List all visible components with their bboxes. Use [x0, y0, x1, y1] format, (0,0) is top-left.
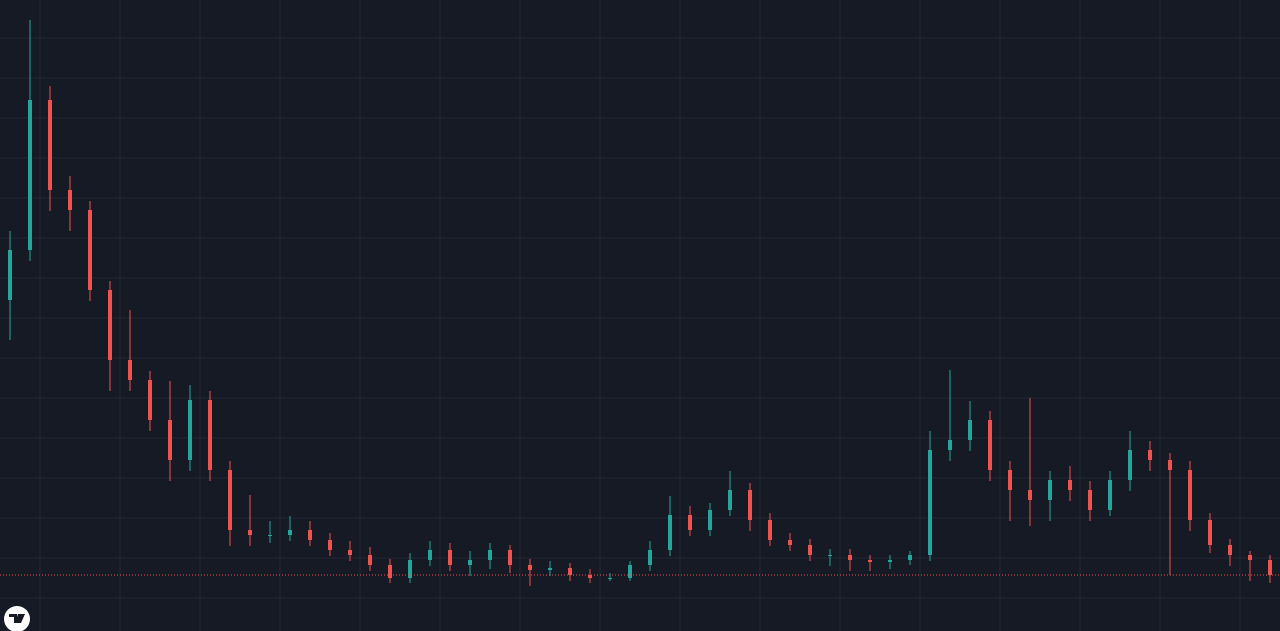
candle-body [328, 540, 332, 550]
candle-body [88, 210, 92, 290]
candle-body [988, 420, 992, 470]
candle-body [148, 380, 152, 420]
candle-body [28, 100, 32, 250]
candle-body [1008, 470, 1012, 490]
candle-body [428, 550, 432, 560]
candle-body [748, 490, 752, 520]
candle-body [448, 550, 452, 565]
candle-body [8, 250, 12, 300]
candle-body [548, 568, 552, 570]
candle-body [128, 360, 132, 380]
candle-body [608, 578, 612, 579]
candle-body [968, 420, 972, 440]
candle-body [348, 550, 352, 555]
candle-body [248, 530, 252, 535]
candle-body [528, 565, 532, 570]
candle-body [868, 560, 872, 562]
candles [8, 20, 1272, 586]
candle-body [508, 550, 512, 565]
candle-body [468, 560, 472, 565]
candle-body [308, 530, 312, 540]
candle-body [1108, 480, 1112, 510]
candle-body [368, 555, 372, 565]
candle-body [1128, 450, 1132, 480]
candle-body [668, 515, 672, 550]
candle-body [1068, 480, 1072, 490]
candle-body [48, 100, 52, 190]
candle-body [268, 535, 272, 536]
candle-body [208, 400, 212, 470]
candle-body [188, 400, 192, 460]
candle-body [848, 555, 852, 560]
candle-body [568, 568, 572, 575]
candle-body [1168, 460, 1172, 470]
candle-body [1248, 555, 1252, 560]
candle-body [768, 520, 772, 540]
candle-body [888, 560, 892, 562]
candle-body [1208, 520, 1212, 545]
candle-body [1188, 470, 1192, 520]
candle-body [488, 550, 492, 560]
candle-body [1228, 545, 1232, 555]
candle-body [228, 470, 232, 530]
candle-body [908, 555, 912, 560]
candle-body [108, 290, 112, 360]
candle-body [628, 565, 632, 578]
candle-body [728, 490, 732, 510]
candle-body [808, 545, 812, 555]
candle-body [168, 420, 172, 460]
candle-body [928, 450, 932, 555]
candle-body [688, 515, 692, 530]
candle-body [388, 565, 392, 578]
candle-body [788, 540, 792, 545]
candle-body [1048, 480, 1052, 500]
candle-body [68, 190, 72, 210]
candle-body [1148, 450, 1152, 460]
candle-body [288, 530, 292, 535]
candle-body [948, 440, 952, 450]
candle-body [708, 510, 712, 530]
logo-mark [9, 614, 25, 623]
candle-body [1028, 490, 1032, 500]
logo[interactable] [4, 606, 30, 631]
candle-body [1088, 490, 1092, 510]
candle-body [828, 555, 832, 556]
candle-body [588, 575, 592, 578]
candle-body [1268, 560, 1272, 575]
candle-body [648, 550, 652, 565]
candle-body [408, 560, 412, 578]
